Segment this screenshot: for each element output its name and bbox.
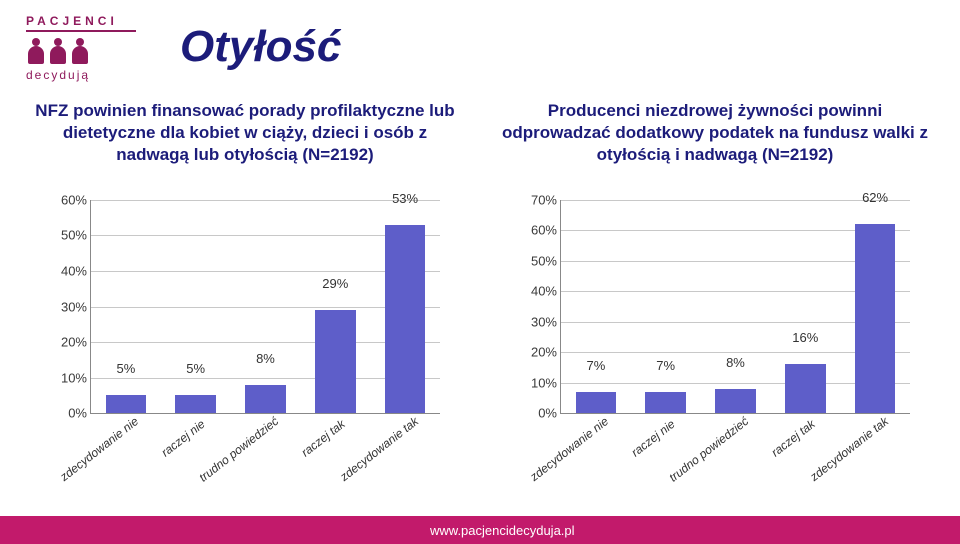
question-right: Producenci niezdrowej żywności powinni o… xyxy=(500,100,930,166)
brand-underline xyxy=(26,30,136,32)
chart-right-bar xyxy=(715,389,755,413)
y-tick-label: 20% xyxy=(43,334,87,349)
chart-left-bar-value: 29% xyxy=(322,276,348,293)
chart-right-bar-value: 16% xyxy=(792,330,818,347)
questions-row: NFZ powinien finansować porady profilakt… xyxy=(30,100,930,166)
chart-left-x-label: raczej nie xyxy=(159,417,208,460)
chart-right-bar-slot: 7% xyxy=(631,200,701,413)
y-tick-label: 10% xyxy=(43,370,87,385)
chart-left-x-slot: raczej nie xyxy=(160,414,230,484)
chart-left-bar-slot: 29% xyxy=(300,200,370,413)
chart-right-bar-slot: 16% xyxy=(770,200,840,413)
chart-right-x-slot: trudno powiedzieć xyxy=(700,414,770,484)
brand-sub: decydują xyxy=(26,68,146,82)
brand-people-icon xyxy=(26,38,146,66)
question-left: NFZ powinien finansować porady profilakt… xyxy=(30,100,460,166)
y-tick-label: 70% xyxy=(513,193,557,208)
chart-right-x-slot: raczej nie xyxy=(630,414,700,484)
chart-right-bar-slot: 62% xyxy=(840,200,910,413)
y-tick-label: 40% xyxy=(43,263,87,278)
chart-right: 0% 10% 20% 30% 40% 50% 60% 70% 7% 7% 8% 16% 62% zdec… xyxy=(510,190,920,484)
chart-right-x-label: raczej nie xyxy=(629,417,678,460)
chart-left-bar-slot: 5% xyxy=(91,200,161,413)
chart-right-bar-value: 7% xyxy=(586,358,605,375)
y-tick-label: 10% xyxy=(513,375,557,390)
chart-right-x-slot: zdecydowanie tak xyxy=(840,414,910,484)
chart-right-x-slot: raczej tak xyxy=(770,414,840,484)
chart-right-bar xyxy=(576,392,616,413)
page-title: Otyłość xyxy=(180,22,341,72)
y-tick-label: 60% xyxy=(43,193,87,208)
chart-left-x-slot: zdecydowanie tak xyxy=(370,414,440,484)
chart-left-bar-value: 5% xyxy=(186,361,205,378)
chart-right-bar-value: 62% xyxy=(862,190,888,207)
brand-top: PACJENCI xyxy=(26,14,146,28)
footer-link[interactable]: www.pacjencidecyduja.pl xyxy=(430,523,575,538)
chart-left-bar-slot: 5% xyxy=(161,200,231,413)
y-tick-label: 50% xyxy=(43,228,87,243)
chart-left-bar xyxy=(175,395,215,413)
chart-right-bar-value: 7% xyxy=(656,358,675,375)
y-tick-label: 20% xyxy=(513,345,557,360)
chart-right-bar xyxy=(645,392,685,413)
chart-right-bar-slot: 7% xyxy=(561,200,631,413)
chart-right-bar xyxy=(785,364,825,413)
chart-left-x-slot: trudno powiedzieć xyxy=(230,414,300,484)
chart-right-bar-value: 8% xyxy=(726,355,745,372)
chart-left-bar xyxy=(315,310,355,413)
chart-right-bar-slot: 8% xyxy=(701,200,771,413)
chart-left-bar-slot: 53% xyxy=(370,200,440,413)
chart-right-x-label: zdecydowanie nie xyxy=(527,414,611,484)
chart-left-bar-value: 8% xyxy=(256,351,275,368)
chart-right-bar xyxy=(855,224,895,413)
chart-left-x-slot: raczej tak xyxy=(300,414,370,484)
chart-left-bar-value: 53% xyxy=(392,191,418,208)
chart-left-bar-value: 5% xyxy=(116,361,135,378)
y-tick-label: 0% xyxy=(43,406,87,421)
y-tick-label: 30% xyxy=(513,314,557,329)
chart-left-bar-slot: 8% xyxy=(231,200,301,413)
chart-left-bar xyxy=(245,385,285,413)
y-tick-label: 30% xyxy=(43,299,87,314)
brand-logo: PACJENCI decydują xyxy=(26,14,146,82)
chart-left-x-slot: zdecydowanie nie xyxy=(90,414,160,484)
chart-left-bar xyxy=(106,395,146,413)
chart-left-x-label: raczej tak xyxy=(299,417,348,460)
y-tick-label: 40% xyxy=(513,284,557,299)
chart-right-x-slot: zdecydowanie nie xyxy=(560,414,630,484)
chart-right-x-label: raczej tak xyxy=(769,417,818,460)
footer-bar: www.pacjencidecyduja.pl xyxy=(0,516,960,544)
chart-left-x-label: zdecydowanie nie xyxy=(57,414,141,484)
y-tick-label: 0% xyxy=(513,406,557,421)
y-tick-label: 50% xyxy=(513,253,557,268)
chart-left: 0% 10% 20% 30% 40% 50% 60% 5% 5% 8% 29% 53% zdecydo… xyxy=(40,190,450,484)
chart-left-bar xyxy=(385,225,425,413)
y-tick-label: 60% xyxy=(513,223,557,238)
